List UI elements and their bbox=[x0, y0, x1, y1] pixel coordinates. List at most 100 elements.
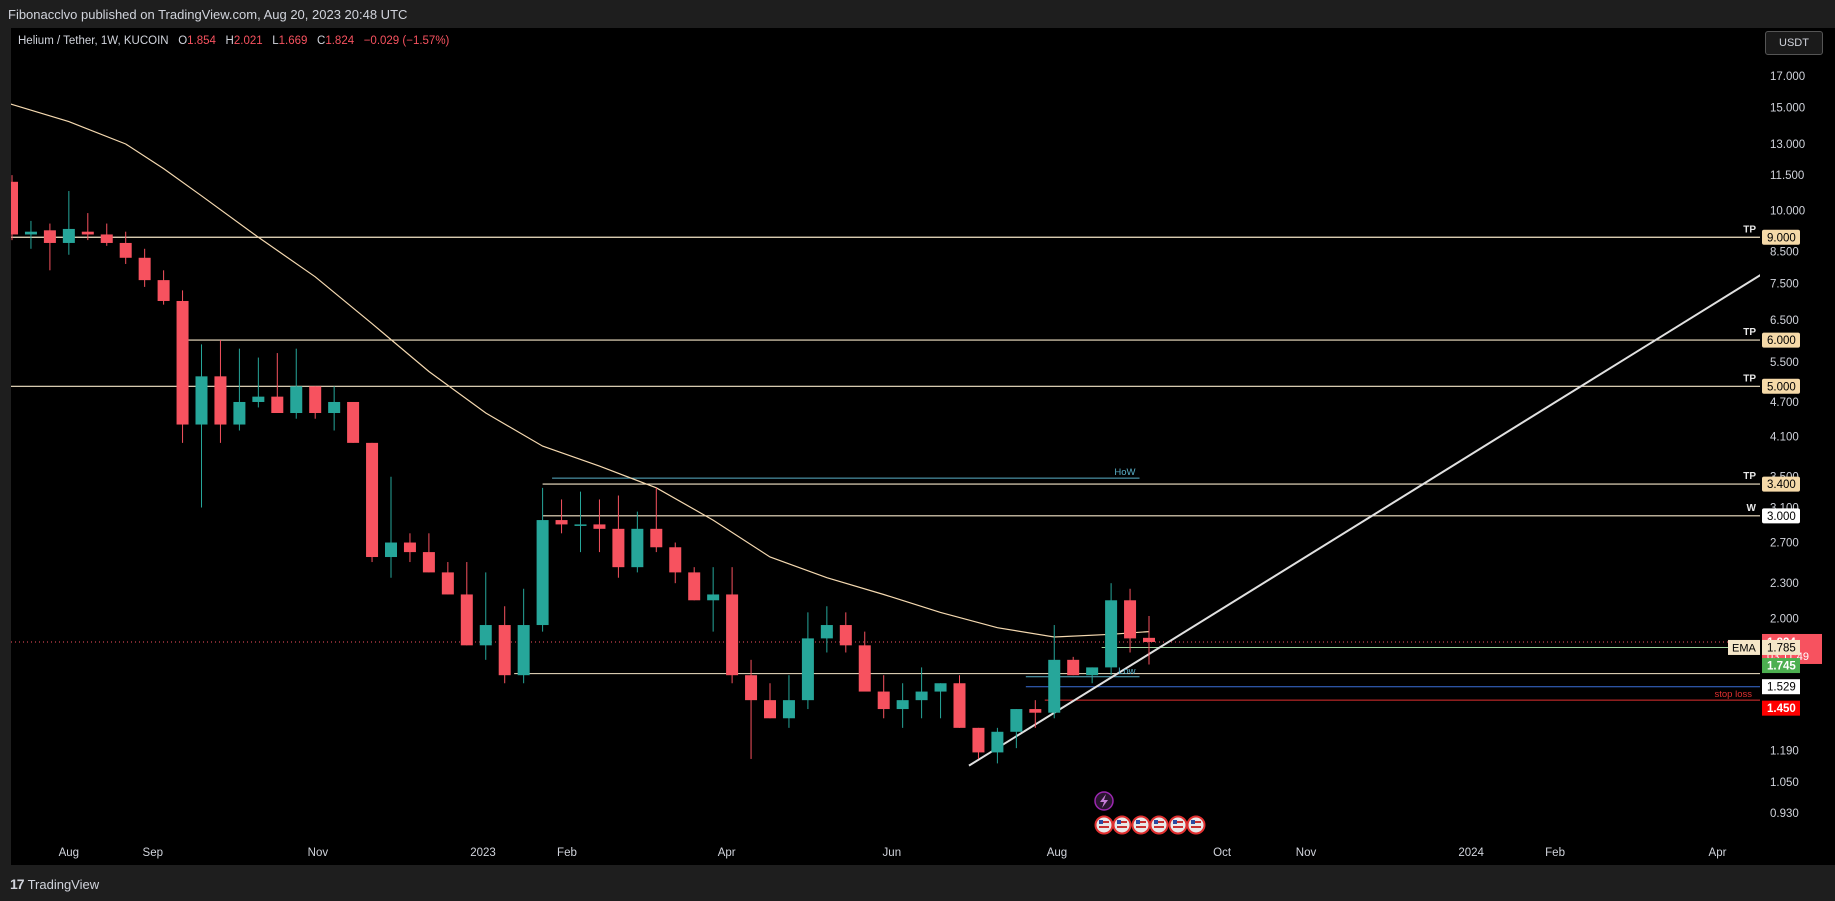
legend-close: 1.824 bbox=[325, 35, 355, 47]
flag-stripe-icon bbox=[1099, 826, 1109, 828]
us-economic-event-icon bbox=[1094, 815, 1114, 835]
candle-body bbox=[555, 520, 568, 525]
level-price-label: 3.000 bbox=[1767, 511, 1796, 523]
candle-body bbox=[1048, 659, 1061, 713]
candle-body bbox=[422, 552, 435, 573]
y-tick-label: 0.930 bbox=[1770, 808, 1799, 820]
flag-canton-icon bbox=[1173, 820, 1177, 824]
level-price-label: 5.000 bbox=[1767, 381, 1796, 393]
level-price-label: 3.400 bbox=[1767, 479, 1796, 491]
candle-body bbox=[934, 683, 947, 692]
candle-body bbox=[81, 231, 94, 235]
bottom-bar bbox=[0, 865, 1835, 901]
trend-line bbox=[968, 274, 1760, 767]
y-tick-label: 7.500 bbox=[1770, 278, 1799, 290]
level-tag-tp: TP bbox=[1743, 327, 1756, 338]
flag-canton-icon bbox=[1191, 820, 1195, 824]
level-tag-tp: TP bbox=[1743, 224, 1756, 235]
price-tag-label: 1.785 bbox=[1767, 642, 1796, 654]
candle-body bbox=[1143, 637, 1155, 642]
currency-button[interactable]: USDT bbox=[1765, 31, 1823, 55]
price-axis[interactable] bbox=[1760, 28, 1835, 865]
symbol-legend: Helium / Tether, 1W, KUCOIN O1.854 H2.02… bbox=[18, 35, 449, 47]
candle-body bbox=[1010, 709, 1023, 732]
flag-stripe-icon bbox=[1117, 821, 1127, 823]
candle-body bbox=[688, 572, 701, 601]
y-tick-label: 4.700 bbox=[1770, 397, 1799, 409]
price-tag-box bbox=[1762, 639, 1800, 655]
x-tick-label: 2023 bbox=[470, 847, 496, 859]
y-tick-label: 13.000 bbox=[1770, 139, 1805, 151]
ema-tag-label: EMA bbox=[1732, 642, 1757, 654]
y-tick-label: 2.700 bbox=[1770, 538, 1799, 550]
flag-canton-icon bbox=[1117, 820, 1121, 824]
candle-body bbox=[252, 396, 265, 402]
ema-tag-box bbox=[1728, 639, 1760, 655]
candle-body bbox=[953, 683, 966, 728]
candle-body bbox=[11, 181, 18, 235]
level-tag-w: W bbox=[1747, 503, 1757, 514]
candle-body bbox=[290, 386, 303, 414]
candle-body bbox=[707, 594, 720, 601]
candle-body bbox=[726, 594, 739, 676]
price-tag-box bbox=[1762, 700, 1800, 716]
x-tick-label: Nov bbox=[308, 847, 329, 859]
candle-body bbox=[593, 524, 606, 529]
candle-body bbox=[271, 396, 284, 414]
candle-body bbox=[366, 442, 379, 558]
candle-body bbox=[801, 638, 814, 701]
ema-line bbox=[11, 103, 1150, 638]
candle-body bbox=[385, 542, 397, 558]
level-price-box bbox=[1762, 229, 1800, 245]
y-tick-label: 15.000 bbox=[1770, 103, 1805, 115]
chart-area[interactable] bbox=[11, 28, 1760, 865]
candle-body bbox=[820, 625, 833, 639]
candle-body bbox=[536, 520, 549, 626]
candle-body bbox=[991, 731, 1004, 753]
candle-body bbox=[612, 528, 625, 568]
candle-body bbox=[1067, 659, 1080, 676]
legend-h-label: H bbox=[225, 35, 234, 47]
y-tick-label: 17.000 bbox=[1770, 71, 1805, 83]
level-tag-tp: TP bbox=[1743, 471, 1756, 482]
candle-body bbox=[233, 401, 246, 425]
y-tick-label: 1.050 bbox=[1770, 777, 1799, 789]
x-tick-label: 2024 bbox=[1458, 847, 1484, 859]
candle-body bbox=[176, 300, 189, 425]
candle-body bbox=[1029, 709, 1042, 713]
x-tick-label: Aug bbox=[1047, 847, 1067, 859]
line-label-stop-loss: stop loss bbox=[1715, 689, 1753, 700]
flag-canton-icon bbox=[1154, 820, 1158, 824]
flag-stripe-icon bbox=[1136, 826, 1146, 828]
candle-body bbox=[328, 401, 341, 414]
y-tick-label: 8.500 bbox=[1770, 247, 1799, 259]
candle-body bbox=[195, 376, 208, 425]
candle-body bbox=[839, 625, 852, 646]
plot-layer bbox=[11, 103, 1760, 767]
candle-body bbox=[119, 242, 132, 258]
candle-body bbox=[650, 528, 663, 548]
candle-body bbox=[631, 528, 644, 568]
candle-body bbox=[1105, 600, 1118, 668]
lightning-icon bbox=[1100, 794, 1108, 808]
line-label-how: HoW bbox=[1114, 467, 1135, 478]
candle-body bbox=[517, 625, 530, 676]
candle-body bbox=[896, 700, 909, 710]
candle-body bbox=[157, 280, 170, 301]
x-tick-label: Apr bbox=[1709, 847, 1727, 859]
flag-stripe-icon bbox=[1173, 826, 1183, 828]
flag-stripe-icon bbox=[1173, 821, 1183, 823]
y-tick-label: 4.100 bbox=[1770, 432, 1799, 444]
candle-body bbox=[1124, 600, 1137, 639]
legend-low: 1.669 bbox=[278, 35, 308, 47]
price-tag-box bbox=[1762, 679, 1800, 695]
us-economic-event-icon bbox=[1112, 815, 1132, 835]
flag-stripe-icon bbox=[1099, 821, 1109, 823]
candle-body bbox=[62, 228, 75, 243]
candle-body bbox=[498, 625, 511, 676]
us-economic-event-icon bbox=[1149, 815, 1169, 835]
y-tick-label: 5.500 bbox=[1770, 357, 1799, 369]
candle-body bbox=[858, 645, 871, 692]
candle-body bbox=[669, 547, 682, 573]
